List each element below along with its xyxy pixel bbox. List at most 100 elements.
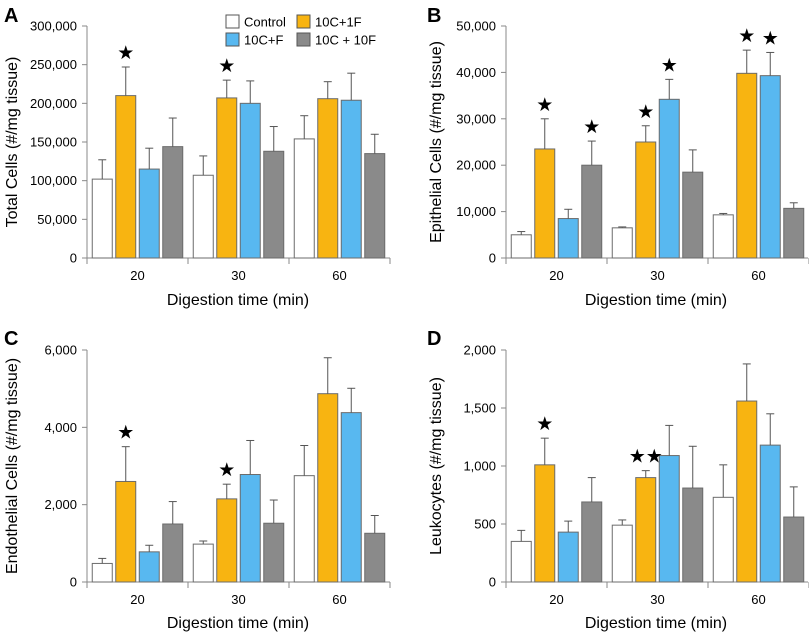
chart-panel-c: C 0 2,000 4,000 6,000 20 30 60 Digestion time (m… bbox=[4, 328, 391, 632]
x-tick-label: 20 bbox=[130, 268, 144, 283]
x-tick-label: 30 bbox=[231, 592, 245, 607]
y-tick-label: 300,000 bbox=[30, 19, 77, 34]
bar-control-30 bbox=[192, 174, 214, 259]
significance-star: ★ bbox=[218, 56, 235, 77]
bar-10c1f-30 bbox=[635, 141, 657, 259]
y-tick-label: 30,000 bbox=[456, 111, 496, 126]
chart-panel-a: A 0 50,000 100,000 150,000 200,000 250,000 300,… bbox=[4, 5, 391, 309]
bar-10cf-60 bbox=[759, 75, 781, 259]
bar-10cf-60 bbox=[759, 444, 781, 583]
legend-label: Control bbox=[244, 15, 286, 30]
y-tick-label: 1,000 bbox=[463, 459, 496, 474]
bar-control-60 bbox=[712, 214, 734, 259]
bar-10cf-20 bbox=[557, 531, 579, 583]
bar-10c1f-20 bbox=[534, 148, 556, 259]
bar-10cf-20 bbox=[138, 551, 160, 583]
panel-letter: C bbox=[4, 328, 18, 350]
y-tick-label: 50,000 bbox=[37, 212, 77, 227]
y-axis-title: Epithelial Cells (#/mg tissue) bbox=[428, 41, 445, 243]
bar-10c10f-60 bbox=[364, 532, 386, 583]
y-tick-label: 50,000 bbox=[456, 19, 496, 34]
bar-10cf-20 bbox=[557, 218, 579, 259]
bar-10c10f-20 bbox=[581, 164, 603, 259]
significance-star: ★ bbox=[661, 55, 678, 76]
legend-swatch bbox=[296, 14, 311, 29]
bar-10c10f-60 bbox=[364, 153, 386, 259]
y-tick-label: 0 bbox=[70, 251, 77, 266]
bar-10cf-20 bbox=[138, 168, 160, 259]
bar-10cf-60 bbox=[340, 99, 362, 259]
legend: Control 10C+1F 10C+F 10C + 10F bbox=[225, 14, 376, 48]
x-tick-label: 20 bbox=[549, 592, 563, 607]
bar-10cf-30 bbox=[239, 474, 261, 583]
bar-10cf-30 bbox=[658, 98, 680, 259]
y-tick-label: 40,000 bbox=[456, 65, 496, 80]
significance-star: ★ bbox=[583, 117, 600, 138]
bar-10c10f-20 bbox=[162, 523, 184, 583]
y-tick-label: 250,000 bbox=[30, 57, 77, 72]
x-tick-label: 20 bbox=[130, 592, 144, 607]
bar-control-30 bbox=[611, 227, 633, 259]
bar-control-20 bbox=[91, 562, 113, 583]
chart-panel-d: D 0 500 1,000 1,500 2,000 20 30 60 Digestion time… bbox=[427, 328, 809, 632]
bar-10c1f-60 bbox=[317, 98, 339, 259]
bar-10c10f-20 bbox=[581, 501, 603, 583]
bar-10cf-30 bbox=[658, 455, 680, 583]
legend-label: 10C+F bbox=[244, 33, 283, 48]
bar-control-20 bbox=[91, 178, 113, 259]
x-tick-label: 60 bbox=[751, 592, 765, 607]
significance-star: ★ bbox=[536, 95, 553, 116]
significance-star: ★ bbox=[536, 414, 553, 435]
bar-control-60 bbox=[293, 475, 315, 583]
x-axis-title: Digestion time (min) bbox=[167, 615, 309, 632]
y-tick-label: 150,000 bbox=[30, 135, 77, 150]
y-axis-title: Endothelial Cells (#/mg tissue) bbox=[4, 358, 21, 574]
y-tick-label: 200,000 bbox=[30, 96, 77, 111]
bar-10c1f-60 bbox=[317, 393, 339, 583]
y-tick-label: 500 bbox=[474, 517, 496, 532]
y-tick-label: 10,000 bbox=[456, 204, 496, 219]
bar-10c10f-20 bbox=[162, 146, 184, 259]
bar-10c1f-20 bbox=[115, 480, 137, 583]
y-tick-label: 2,000 bbox=[44, 497, 77, 512]
bar-control-30 bbox=[192, 543, 214, 583]
significance-star: ★ bbox=[218, 460, 235, 481]
y-axis-title: Total Cells (#/mg tissue) bbox=[4, 57, 21, 228]
bar-control-60 bbox=[293, 138, 315, 259]
bar-10c10f-30 bbox=[263, 522, 285, 583]
bar-control-20 bbox=[510, 540, 532, 583]
legend-swatch bbox=[225, 32, 240, 47]
y-tick-label: 0 bbox=[489, 575, 496, 590]
x-axis-title: Digestion time (min) bbox=[585, 615, 727, 632]
significance-star: ★ bbox=[117, 43, 134, 64]
bar-10c10f-30 bbox=[263, 150, 285, 259]
y-tick-label: 100,000 bbox=[30, 173, 77, 188]
bar-10c10f-30 bbox=[682, 487, 704, 583]
panel-letter: B bbox=[427, 5, 441, 27]
bar-10cf-30 bbox=[239, 102, 261, 259]
x-axis-title: Digestion time (min) bbox=[167, 292, 309, 309]
legend-label: 10C + 10F bbox=[315, 33, 376, 48]
significance-star: ★★ bbox=[629, 447, 663, 468]
x-tick-label: 60 bbox=[332, 268, 346, 283]
y-tick-label: 0 bbox=[489, 251, 496, 266]
x-tick-label: 20 bbox=[549, 268, 563, 283]
legend-label: 10C+1F bbox=[315, 15, 362, 30]
y-tick-label: 2,000 bbox=[463, 343, 496, 358]
y-axis-title: Leukocytes (#/mg tissue) bbox=[428, 377, 445, 555]
bar-10c1f-30 bbox=[216, 498, 238, 583]
bar-10c1f-60 bbox=[736, 400, 758, 583]
x-tick-label: 30 bbox=[231, 268, 245, 283]
bar-10c10f-30 bbox=[682, 171, 704, 259]
x-tick-label: 60 bbox=[751, 268, 765, 283]
significance-star: ★ bbox=[637, 102, 654, 123]
bar-10c1f-20 bbox=[534, 464, 556, 583]
bar-control-20 bbox=[510, 234, 532, 259]
y-tick-label: 4,000 bbox=[44, 420, 77, 435]
bar-10c1f-30 bbox=[635, 477, 657, 583]
legend-swatch bbox=[296, 32, 311, 47]
x-tick-label: 30 bbox=[650, 268, 664, 283]
panel-letter: D bbox=[427, 328, 441, 350]
chart-panel-b: B 0 10,000 20,000 30,000 40,000 50,000 20 30 60 Di… bbox=[427, 5, 809, 309]
